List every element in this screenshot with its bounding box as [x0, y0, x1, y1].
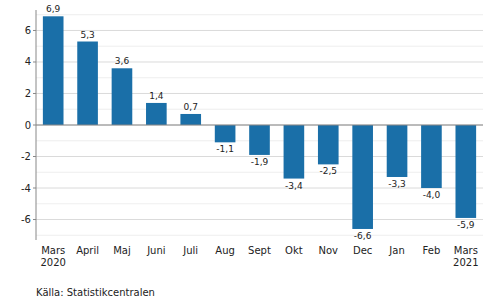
y-axis: -6 -4 -2 0 2 4 6: [21, 10, 36, 240]
grid-line: [36, 219, 483, 220]
data-label: 6,9: [46, 4, 61, 14]
bar: [455, 125, 476, 218]
y-tick: [33, 156, 36, 157]
x-tick-label: Mars2020: [40, 245, 65, 268]
y-tick-label: -4: [21, 183, 31, 194]
data-label: 3,6: [115, 56, 130, 66]
data-label: -6,6: [354, 231, 372, 241]
data-label: -3,3: [388, 179, 406, 189]
data-label: -1,1: [216, 144, 234, 154]
data-label: -5,9: [457, 220, 475, 230]
y-tick: [33, 125, 36, 126]
y-tick-label: 0: [25, 120, 31, 131]
y-tick-label: 4: [25, 56, 31, 67]
minor-grid-line: [36, 109, 483, 110]
bar: [249, 125, 270, 155]
y-tick-label: -2: [21, 151, 31, 162]
y-tick: [33, 30, 36, 31]
y-tick-label: 6: [25, 25, 31, 36]
y-tick: [33, 219, 36, 220]
minor-grid-line: [36, 46, 483, 47]
minor-grid-line: [36, 77, 483, 78]
bar: [421, 125, 442, 188]
x-tick-label: Dec: [353, 245, 372, 256]
x-tick-label: Okt: [285, 245, 303, 256]
data-label: 1,4: [149, 91, 164, 101]
y-tick: [33, 61, 36, 62]
minor-grid-line: [36, 172, 483, 173]
bar: [387, 125, 408, 177]
x-tick-label: Sept: [248, 245, 271, 256]
minor-grid-line: [36, 235, 483, 236]
bar: [284, 125, 305, 179]
grid: [36, 15, 483, 236]
chart-container: -6 -4 -2 0 2 4 6 6,9 5,3 3,6 1,4 0,7 -1,1 -1,9 -3,4 -2,…: [0, 0, 493, 304]
grid-line: [36, 30, 483, 31]
grid-line: [36, 61, 483, 62]
bar: [318, 125, 339, 164]
bars: [43, 16, 476, 229]
bar: [146, 103, 167, 125]
data-label: -4,0: [423, 190, 441, 200]
bar: [180, 114, 201, 125]
x-tick-label: Juni: [146, 245, 165, 256]
data-label: 0,7: [184, 102, 198, 112]
grid-line: [36, 188, 483, 189]
data-label: -2,5: [319, 166, 337, 176]
x-tick-label: Jan: [388, 245, 404, 256]
minor-grid-line: [36, 203, 483, 204]
x-tick-label: Maj: [113, 245, 131, 256]
bar: [215, 125, 236, 142]
y-tick-label: -6: [21, 214, 31, 225]
y-tick: [33, 93, 36, 94]
bar: [112, 68, 133, 125]
y-tick: [33, 188, 36, 189]
x-tick-label: Nov: [319, 245, 339, 256]
baseline: [36, 125, 483, 126]
data-label: -3,4: [285, 181, 303, 191]
data-label: -1,9: [251, 157, 269, 167]
x-tick-label: Mars2021: [453, 245, 478, 268]
bar: [43, 16, 64, 125]
x-tick-label: Juli: [182, 245, 198, 256]
chart-svg: -6 -4 -2 0 2 4 6 6,9 5,3 3,6 1,4 0,7 -1,1 -1,9 -3,4 -2,…: [0, 0, 493, 304]
grid-line: [36, 93, 483, 94]
data-labels: 6,9 5,3 3,6 1,4 0,7 -1,1 -1,9 -3,4 -2,5 -6,6 -3,3 -…: [46, 4, 475, 241]
bar: [352, 125, 373, 229]
data-label: 5,3: [80, 30, 94, 40]
source-text: Källa: Statistikcentralen: [36, 287, 155, 298]
minor-grid-line: [36, 14, 483, 15]
x-tick-label: Feb: [423, 245, 441, 256]
bar: [77, 42, 98, 125]
x-tick-label: Aug: [215, 245, 235, 256]
y-tick-label: 2: [25, 88, 31, 99]
x-axis: Mars2020 April Maj Juni Juli Aug Sept Okt Nov Dec…: [40, 245, 478, 268]
grid-line: [36, 125, 483, 126]
x-tick-label: April: [76, 245, 99, 256]
